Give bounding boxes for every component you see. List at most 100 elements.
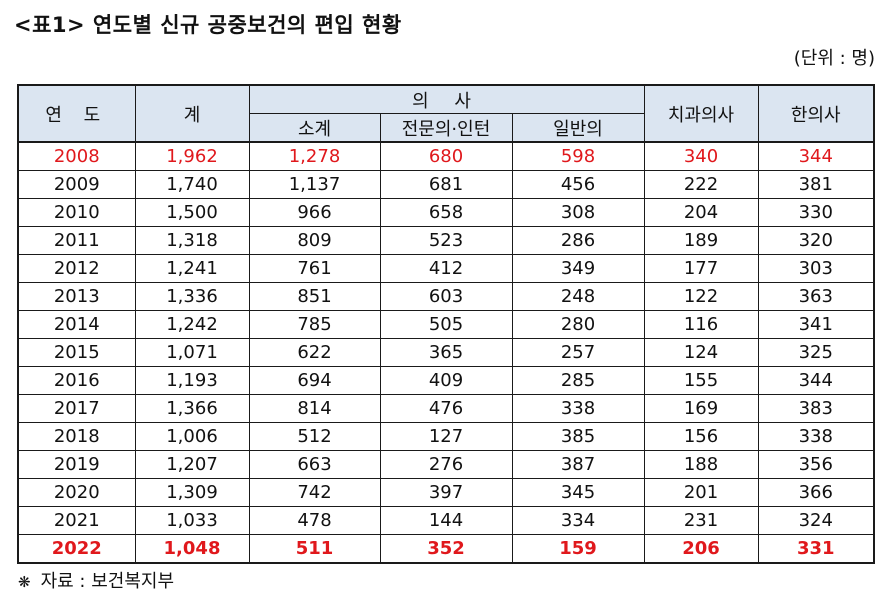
- cell-doctor-specialist: 681: [379, 170, 513, 199]
- cell-doctor-specialist: 658: [379, 198, 513, 227]
- cell-total: 1,366: [134, 394, 250, 423]
- cell-doctor-subtotal: 742: [248, 478, 381, 507]
- cell-oriental: 344: [757, 366, 875, 395]
- header-year: 연 도: [17, 84, 136, 143]
- cell-doctor-general: 345: [511, 478, 645, 507]
- cell-doctor-general: 387: [511, 450, 645, 479]
- cell-doctor-general: 334: [511, 506, 645, 535]
- table-row: 2013 1,336 851 603 248 122 363: [17, 282, 875, 311]
- table-body: 2008 1,962 1,278 680 598 340 344 2009 1,740 1,137…: [17, 141, 875, 564]
- cell-doctor-general: 248: [511, 282, 645, 311]
- cell-dentist: 340: [643, 141, 759, 171]
- table-row: 2018 1,006 512 127 385 156 338: [17, 422, 875, 451]
- cell-dentist: 222: [643, 170, 759, 199]
- cell-total: 1,309: [134, 478, 250, 507]
- cell-doctor-general: 598: [511, 141, 645, 171]
- cell-doctor-specialist: 276: [379, 450, 513, 479]
- cell-doctor-subtotal: 809: [248, 226, 381, 255]
- cell-doctor-specialist: 409: [379, 366, 513, 395]
- cell-year: 2011: [17, 226, 136, 255]
- cell-doctor-subtotal: 1,278: [248, 141, 381, 171]
- cell-oriental: 341: [757, 310, 875, 339]
- cell-oriental: 325: [757, 338, 875, 367]
- cell-oriental: 344: [757, 141, 875, 171]
- cell-doctor-specialist: 352: [379, 534, 513, 564]
- cell-year: 2020: [17, 478, 136, 507]
- cell-dentist: 169: [643, 394, 759, 423]
- cell-doctor-subtotal: 511: [248, 534, 381, 564]
- cell-dentist: 122: [643, 282, 759, 311]
- table-row: 2021 1,033 478 144 334 231 324: [17, 506, 875, 535]
- cell-doctor-specialist: 476: [379, 394, 513, 423]
- cell-oriental: 331: [757, 534, 875, 564]
- cell-dentist: 188: [643, 450, 759, 479]
- asterisk-icon: ❋: [18, 573, 31, 591]
- cell-oriental: 381: [757, 170, 875, 199]
- cell-total: 1,241: [134, 254, 250, 283]
- cell-total: 1,193: [134, 366, 250, 395]
- cell-dentist: 231: [643, 506, 759, 535]
- header-doctor: 의 사: [248, 84, 645, 114]
- cell-oriental: 338: [757, 422, 875, 451]
- cell-doctor-general: 308: [511, 198, 645, 227]
- cell-total: 1,071: [134, 338, 250, 367]
- cell-dentist: 177: [643, 254, 759, 283]
- header-total: 계: [134, 84, 250, 143]
- cell-doctor-specialist: 397: [379, 478, 513, 507]
- cell-year: 2012: [17, 254, 136, 283]
- cell-dentist: 189: [643, 226, 759, 255]
- cell-oriental: 303: [757, 254, 875, 283]
- table-row: 2012 1,241 761 412 349 177 303: [17, 254, 875, 283]
- unit-label: (단위 : 명): [793, 48, 875, 69]
- cell-total: 1,242: [134, 310, 250, 339]
- table-row: 2020 1,309 742 397 345 201 366: [17, 478, 875, 507]
- cell-doctor-general: 257: [511, 338, 645, 367]
- cell-year: 2022: [17, 534, 136, 564]
- table-row: 2011 1,318 809 523 286 189 320: [17, 226, 875, 255]
- table-row: 2022 1,048 511 352 159 206 331: [17, 534, 875, 564]
- source-text: 자료 : 보건복지부: [40, 571, 175, 592]
- cell-total: 1,006: [134, 422, 250, 451]
- table-title: <표1> 연도별 신규 공중보건의 편입 현황: [14, 13, 402, 37]
- cell-dentist: 124: [643, 338, 759, 367]
- cell-total: 1,207: [134, 450, 250, 479]
- cell-doctor-specialist: 680: [379, 141, 513, 171]
- cell-year: 2016: [17, 366, 136, 395]
- header-oriental: 한의사: [757, 84, 875, 143]
- cell-doctor-subtotal: 512: [248, 422, 381, 451]
- cell-doctor-general: 159: [511, 534, 645, 564]
- cell-doctor-specialist: 523: [379, 226, 513, 255]
- source-note: ❋ 자료 : 보건복지부: [18, 567, 174, 593]
- cell-doctor-subtotal: 694: [248, 366, 381, 395]
- cell-dentist: 206: [643, 534, 759, 564]
- cell-year: 2017: [17, 394, 136, 423]
- cell-dentist: 156: [643, 422, 759, 451]
- table-row: 2010 1,500 966 658 308 204 330: [17, 198, 875, 227]
- cell-year: 2009: [17, 170, 136, 199]
- cell-year: 2021: [17, 506, 136, 535]
- cell-oriental: 383: [757, 394, 875, 423]
- cell-oriental: 363: [757, 282, 875, 311]
- cell-doctor-general: 385: [511, 422, 645, 451]
- cell-dentist: 204: [643, 198, 759, 227]
- cell-doctor-subtotal: 966: [248, 198, 381, 227]
- cell-doctor-subtotal: 814: [248, 394, 381, 423]
- cell-doctor-specialist: 412: [379, 254, 513, 283]
- cell-total: 1,048: [134, 534, 250, 564]
- table-row: 2017 1,366 814 476 338 169 383: [17, 394, 875, 423]
- cell-doctor-subtotal: 1,137: [248, 170, 381, 199]
- cell-oriental: 330: [757, 198, 875, 227]
- cell-doctor-general: 286: [511, 226, 645, 255]
- cell-year: 2010: [17, 198, 136, 227]
- cell-dentist: 116: [643, 310, 759, 339]
- cell-year: 2014: [17, 310, 136, 339]
- cell-doctor-specialist: 127: [379, 422, 513, 451]
- table-row: 2019 1,207 663 276 387 188 356: [17, 450, 875, 479]
- cell-doctor-specialist: 365: [379, 338, 513, 367]
- cell-year: 2013: [17, 282, 136, 311]
- table-row: 2016 1,193 694 409 285 155 344: [17, 366, 875, 395]
- cell-doctor-general: 349: [511, 254, 645, 283]
- cell-doctor-general: 285: [511, 366, 645, 395]
- cell-total: 1,740: [134, 170, 250, 199]
- table-row: 2015 1,071 622 365 257 124 325: [17, 338, 875, 367]
